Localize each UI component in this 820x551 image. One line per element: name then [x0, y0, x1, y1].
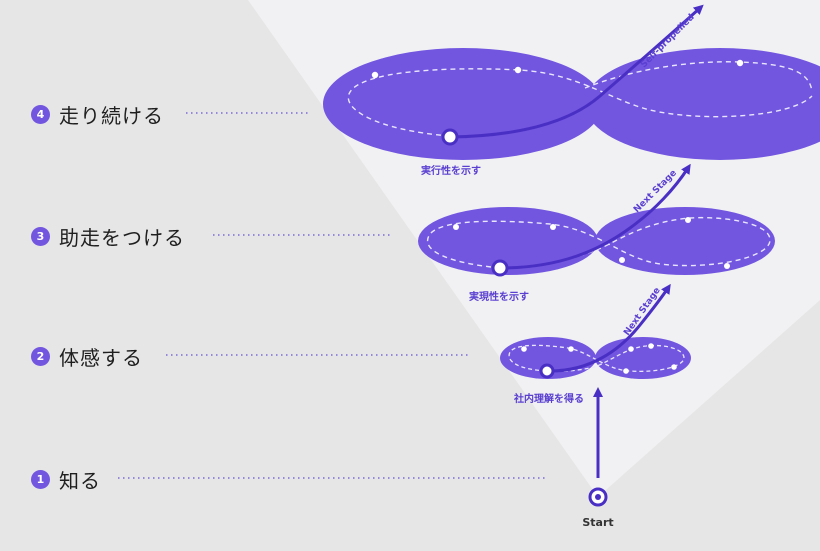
arrow-level-1-next: [546, 283, 671, 373]
start-label: Start: [582, 516, 614, 529]
step-2-number-badge: 2: [31, 347, 50, 366]
arrow-level-2-next: [499, 163, 691, 270]
start-marker-core: [595, 494, 601, 500]
infinity-loop-level-3: [323, 48, 820, 160]
infinity-loop-level-2: [418, 207, 775, 275]
step-4-label: 4 走り続ける: [31, 100, 164, 129]
origin-marker-level-3: [441, 128, 459, 146]
step-3-text: 助走をつける: [59, 226, 185, 250]
step-3-label: 3 助走をつける: [31, 222, 185, 251]
origin-marker-level-2: [491, 259, 509, 277]
caption-level-2: 実現性を示す: [469, 292, 529, 303]
step-2-text: 体感する: [59, 346, 143, 370]
step-1-text: 知る: [59, 469, 101, 493]
origin-marker-level-1: [539, 363, 555, 379]
step-1-number-badge: 1: [31, 470, 50, 489]
step-1-label: 1 知る: [31, 465, 101, 494]
arrow-level-3-self-propelled: [449, 4, 704, 139]
step-3-number-badge: 3: [31, 227, 50, 246]
caption-level-1: 社内理解を得る: [514, 394, 584, 405]
caption-level-3: 実行性を示す: [421, 166, 481, 177]
step-4-number-badge: 4: [31, 105, 50, 124]
step-2-label: 2 体感する: [31, 342, 143, 371]
step-4-text: 走り続ける: [59, 104, 164, 128]
